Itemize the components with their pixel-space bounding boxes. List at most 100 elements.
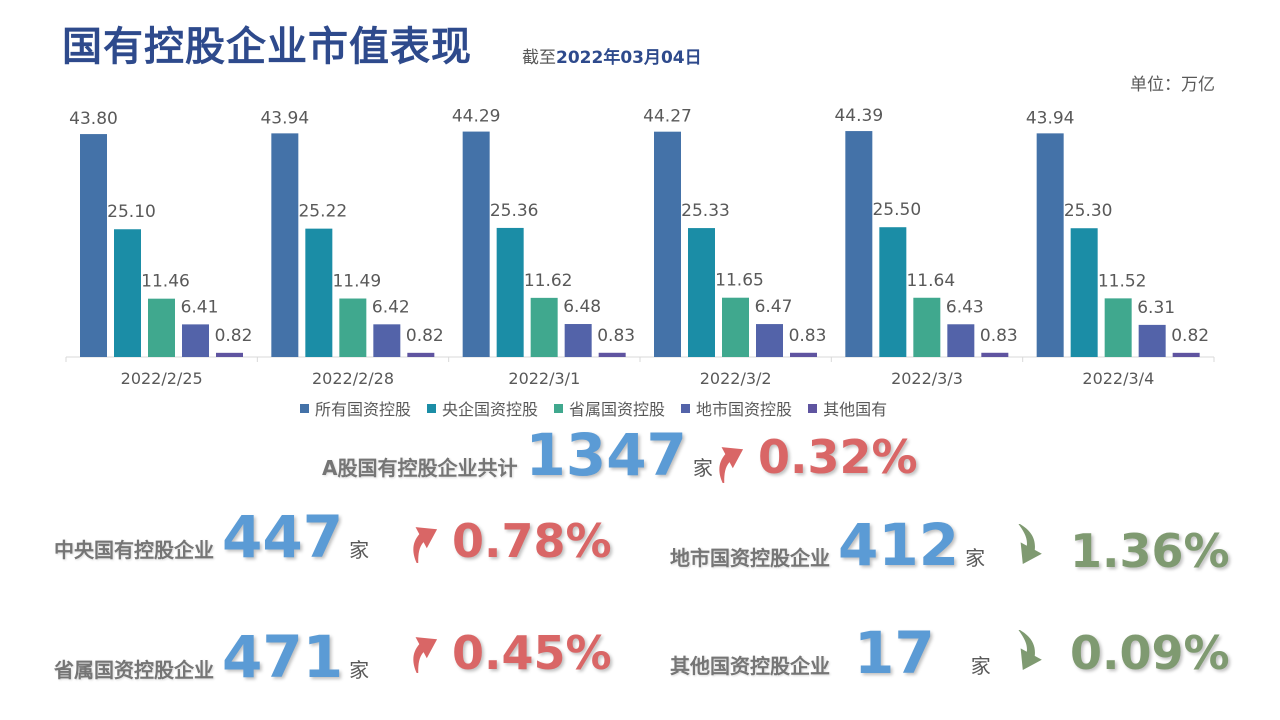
legend-swatch (808, 403, 818, 413)
stat-central-unit: 家 (349, 538, 370, 562)
legend-item-3: 省属国资控股 (554, 396, 665, 420)
bar-1-6 (1036, 133, 1064, 357)
legend-label: 地市国资控股 (696, 400, 793, 419)
data-label: 11.49 (332, 272, 381, 292)
stat-other-count: 17 (854, 619, 935, 687)
data-label: 6.41 (181, 297, 219, 317)
bar-5-3 (598, 352, 626, 357)
legend-swatch (554, 403, 564, 413)
stat-central: 中央国有控股企业 447 家 (54, 508, 369, 566)
stat-total-unit: 家 (692, 456, 713, 480)
legend-item-2: 央企国资控股 (427, 396, 538, 420)
stat-other-label: 其他国资控股企业 (670, 654, 830, 678)
data-label: 0.83 (597, 326, 635, 346)
bar-2-3 (496, 227, 524, 357)
data-label: 0.83 (980, 326, 1018, 346)
bar-5-5 (981, 352, 1009, 357)
bar-4-6 (1138, 324, 1166, 357)
bar-3-3 (530, 297, 558, 357)
bar-4-2 (373, 324, 401, 357)
data-label: 6.47 (755, 297, 793, 317)
bar-3-4 (722, 297, 749, 357)
data-label: 25.10 (107, 202, 156, 222)
stat-provincial-label: 省属国资控股企业 (54, 658, 214, 682)
data-label: 6.31 (1137, 298, 1175, 318)
data-label: 44.39 (834, 106, 883, 126)
bar-4-5 (947, 324, 975, 357)
stat-municipal-count: 412 (838, 511, 960, 579)
bar-3-1 (148, 298, 175, 357)
as-of-date: 截至2022年03月04日 (522, 43, 702, 68)
data-label: 11.46 (141, 272, 190, 292)
data-label: 43.80 (69, 109, 118, 129)
stat-provincial-unit: 家 (349, 658, 370, 682)
data-label: 11.64 (906, 271, 955, 291)
legend-label: 央企国资控股 (442, 400, 539, 419)
bar-1-1 (80, 134, 107, 357)
stat-municipal-unit: 家 (965, 546, 986, 570)
data-label: 25.36 (490, 201, 539, 221)
x-tick-label: 2022/3/4 (1082, 369, 1154, 388)
data-label: 0.82 (1171, 326, 1209, 346)
data-label: 25.33 (681, 201, 730, 221)
up-arrow-icon (413, 527, 438, 563)
stat-total-label: A股国有控股企业共计 (322, 456, 518, 480)
data-label: 11.65 (715, 271, 764, 291)
stat-other-change: 0.09% (1070, 626, 1230, 680)
data-label: 0.82 (215, 326, 253, 346)
bar-2-6 (1070, 228, 1098, 357)
bar-1-5 (845, 131, 873, 357)
data-label: 43.94 (260, 108, 309, 128)
legend-swatch (300, 403, 309, 413)
bar-4-3 (564, 324, 592, 357)
x-tick-label: 2022/3/3 (891, 369, 963, 388)
bar-1-2 (271, 133, 299, 357)
bar-1-3 (462, 131, 490, 357)
bar-2-1 (114, 229, 141, 357)
x-tick-label: 2022/3/1 (508, 369, 580, 388)
up-arrow-icon (719, 447, 744, 483)
data-label: 43.94 (1026, 108, 1075, 128)
chart-legend: 所有国资控股 央企国资控股 省属国资控股 地市国资控股 其他国有 (300, 397, 903, 419)
bar-5-4 (790, 352, 817, 357)
down-arrow-icon (1017, 524, 1042, 564)
legend-label: 所有国资控股 (315, 400, 412, 419)
data-label: 0.82 (406, 326, 444, 346)
data-label: 44.29 (452, 107, 501, 127)
bar-1-4 (654, 131, 681, 357)
bar-2-4 (688, 228, 715, 357)
data-label: 6.42 (372, 297, 410, 317)
bar-2-2 (305, 228, 333, 357)
x-tick-label: 2022/2/25 (121, 369, 203, 388)
stat-provincial-change: 0.45% (452, 626, 612, 680)
stat-municipal: 地市国资控股企业 412 家 (670, 516, 985, 574)
bar-5-1 (216, 352, 243, 357)
bar-5-2 (407, 352, 435, 357)
data-label: 0.83 (789, 326, 827, 346)
as-of-prefix: 截至 (522, 48, 556, 68)
unit-label: 单位：万亿 (1130, 75, 1215, 95)
legend-swatch (681, 403, 691, 413)
data-label: 6.43 (946, 297, 984, 317)
bar-3-6 (1104, 298, 1132, 357)
stat-central-label: 中央国有控股企业 (54, 538, 214, 562)
data-label: 25.30 (1064, 201, 1113, 221)
bar-4-1 (182, 324, 209, 357)
legend-item-5: 其他国有 (808, 396, 887, 420)
stat-other-unit: 家 (970, 654, 991, 678)
bar-4-4 (756, 324, 783, 357)
page-title: 国有控股企业市值表现 (62, 24, 472, 70)
stat-other: 其他国资控股企业 17 家 (670, 624, 991, 682)
stat-municipal-change: 1.36% (1070, 524, 1230, 578)
bar-5-6 (1172, 352, 1200, 357)
legend-label: 省属国资控股 (569, 400, 666, 419)
up-arrow-icon (413, 637, 438, 673)
stat-provincial-count: 471 (222, 623, 344, 691)
legend-item-1: 所有国资控股 (300, 396, 411, 420)
x-tick-label: 2022/2/28 (312, 369, 394, 388)
bar-3-2 (339, 298, 367, 357)
stat-central-count: 447 (222, 503, 344, 571)
data-label: 6.48 (563, 297, 601, 317)
x-tick-label: 2022/3/2 (700, 369, 772, 388)
data-label: 11.62 (524, 271, 573, 291)
